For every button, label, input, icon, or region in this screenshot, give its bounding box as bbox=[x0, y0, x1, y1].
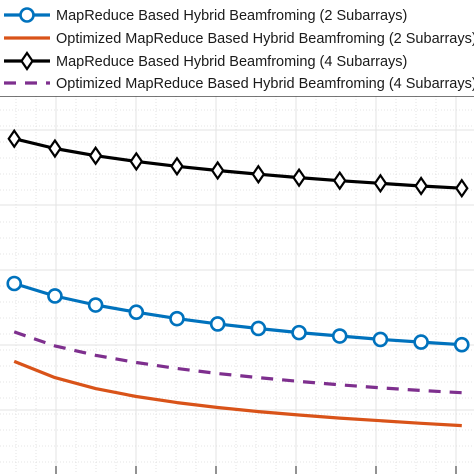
legend-label-1: MapReduce Based Hybrid Beamfroming (2 Su… bbox=[56, 8, 407, 24]
series-1-point bbox=[47, 288, 63, 304]
series-1-point bbox=[372, 331, 389, 348]
series-1-point bbox=[250, 320, 267, 337]
series-3-point bbox=[292, 167, 306, 188]
series-3-point bbox=[48, 138, 62, 159]
series-1-point bbox=[128, 304, 145, 321]
series-3-point bbox=[332, 170, 347, 191]
series-1-point bbox=[291, 324, 307, 341]
series-3-point bbox=[88, 145, 103, 166]
legend-label-4: Optimized MapReduce Based Hybrid Beamfro… bbox=[56, 76, 474, 92]
series-1-point bbox=[6, 275, 23, 292]
legend-label-2: Optimized MapReduce Based Hybrid Beamfro… bbox=[56, 31, 474, 47]
series-3-point bbox=[170, 156, 184, 177]
series-3-point bbox=[210, 160, 225, 181]
series-1-point bbox=[87, 297, 104, 313]
legend-swatch-marker-1 bbox=[19, 7, 35, 23]
series-3-point bbox=[414, 176, 428, 196]
series-1-point bbox=[209, 316, 226, 332]
series-1-point bbox=[169, 310, 185, 327]
series-3-point bbox=[251, 164, 266, 185]
series-3-point bbox=[373, 173, 388, 194]
series-1-point bbox=[331, 328, 348, 344]
grid bbox=[0, 96, 474, 474]
legend-swatch-marker-3 bbox=[20, 51, 34, 71]
series-line-3 bbox=[13, 137, 462, 190]
legend-background bbox=[0, 0, 474, 96]
series-line-2 bbox=[13, 359, 462, 428]
legend-label-3: MapReduce Based Hybrid Beamfroming (4 Su… bbox=[56, 54, 407, 70]
series-1-point bbox=[413, 334, 429, 350]
series-3-point bbox=[7, 128, 22, 149]
series-1-point bbox=[453, 336, 470, 353]
plot-series bbox=[6, 128, 470, 428]
legend: MapReduce Based Hybrid Beamfroming (2 Su… bbox=[0, 0, 474, 96]
series-3-point bbox=[454, 178, 469, 199]
series-3-point bbox=[129, 151, 144, 172]
series-line-4 bbox=[13, 330, 462, 395]
series-line-1 bbox=[13, 281, 462, 347]
